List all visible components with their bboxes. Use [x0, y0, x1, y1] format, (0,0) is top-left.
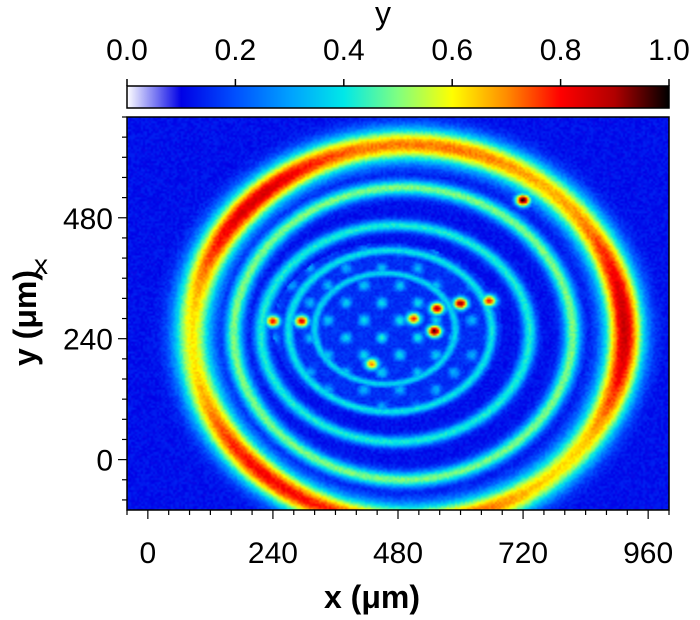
colorbar-ticks — [126, 79, 670, 86]
y-axis-title: y (μm) — [7, 270, 43, 366]
x-tick-label: 0 — [140, 537, 157, 570]
y-tick-label: 240 — [63, 324, 113, 357]
colorbar-tick-labels: 0.0 0.2 0.4 0.6 0.8 1.0 — [106, 34, 690, 67]
colorbar-tick-label: 0.0 — [106, 34, 148, 67]
heatmap-image — [127, 117, 669, 510]
colorbar: y 0.0 0.2 0.4 0.6 0.8 1.0 — [106, 0, 690, 109]
x-tick-label: 720 — [498, 537, 548, 570]
x-tick-label: 480 — [373, 537, 423, 570]
colorbar-tick-label: 0.2 — [215, 34, 257, 67]
colorbar-tick-label: 0.4 — [323, 34, 365, 67]
colorbar-title: y — [375, 0, 391, 31]
x-tick-label: 960 — [623, 537, 673, 570]
x-axis-title: x (μm) — [324, 579, 420, 615]
x-tick-label: 240 — [248, 537, 298, 570]
colorbar-tick-label: 0.6 — [431, 34, 473, 67]
x-axis-tick-labels: 0 240 480 720 960 — [140, 537, 674, 570]
colorbar-tick-label: 0.8 — [540, 34, 582, 67]
colorbar-bar — [126, 85, 670, 109]
y-axis-overlay-glyph: x — [34, 249, 48, 280]
y-axis-ticks — [118, 116, 127, 501]
y-tick-label: 480 — [63, 203, 113, 236]
colorbar-tick-label: 1.0 — [648, 34, 690, 67]
y-axis-tick-labels: 0 240 480 — [63, 203, 113, 478]
x-axis-ticks — [126, 510, 670, 519]
plot-area: 0 240 480 720 960 0 240 480 — [63, 116, 674, 570]
y-tick-label: 0 — [96, 445, 113, 478]
